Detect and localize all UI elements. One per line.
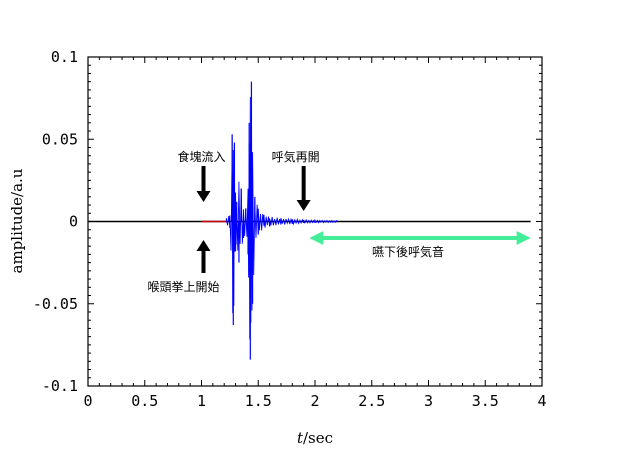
x-tick-label: 0.5 xyxy=(131,392,158,410)
swallow-sound-series xyxy=(226,82,339,340)
tick-marks xyxy=(87,56,543,387)
x-axis-label: t/sec xyxy=(297,429,333,447)
y-tick-label: 0.05 xyxy=(42,130,78,148)
y-axis-label: amplitude/a.u xyxy=(8,168,26,273)
bolus-inflow-arrow-head xyxy=(196,191,211,202)
x-tick-label: 4 xyxy=(537,392,546,410)
y-tick-labels: 0.1 0.05 0 -0.05 -0.1 xyxy=(33,48,78,395)
x-axis-variable: t xyxy=(297,429,304,447)
x-tick-label: 3.5 xyxy=(472,392,499,410)
bolus-inflow-label: 食塊流入 xyxy=(177,149,225,164)
data-series xyxy=(88,81,531,360)
x-axis-unit: /sec xyxy=(303,429,333,447)
x-tick-label: 2.5 xyxy=(358,392,385,410)
y-tick-label: 0 xyxy=(69,213,78,231)
post-swallow-arrow-right-head xyxy=(516,231,531,245)
x-tick-label: 1 xyxy=(197,392,206,410)
laryngeal-lift-arrow-head xyxy=(196,240,211,251)
x-tick-label: 1.5 xyxy=(245,392,272,410)
x-tick-label: 0 xyxy=(83,392,92,410)
y-tick-label: 0.1 xyxy=(51,48,78,66)
post-swallow-breath-label: 嚥下後呼気音 xyxy=(372,244,444,259)
x-tick-labels: 0 0.5 1 1.5 2 2.5 3 3.5 4 xyxy=(83,392,546,410)
post-swallow-arrow-left-head xyxy=(309,231,324,245)
x-tick-label: 2 xyxy=(310,392,319,410)
expiration-resume-label: 呼気再開 xyxy=(272,149,320,164)
laryngeal-lift-label: 喉頭挙上開始 xyxy=(147,280,219,294)
y-tick-label: -0.1 xyxy=(42,377,78,395)
expiration-resume-arrow-head xyxy=(296,200,311,211)
y-tick-label: -0.05 xyxy=(33,295,78,313)
x-tick-label: 3 xyxy=(424,392,433,410)
